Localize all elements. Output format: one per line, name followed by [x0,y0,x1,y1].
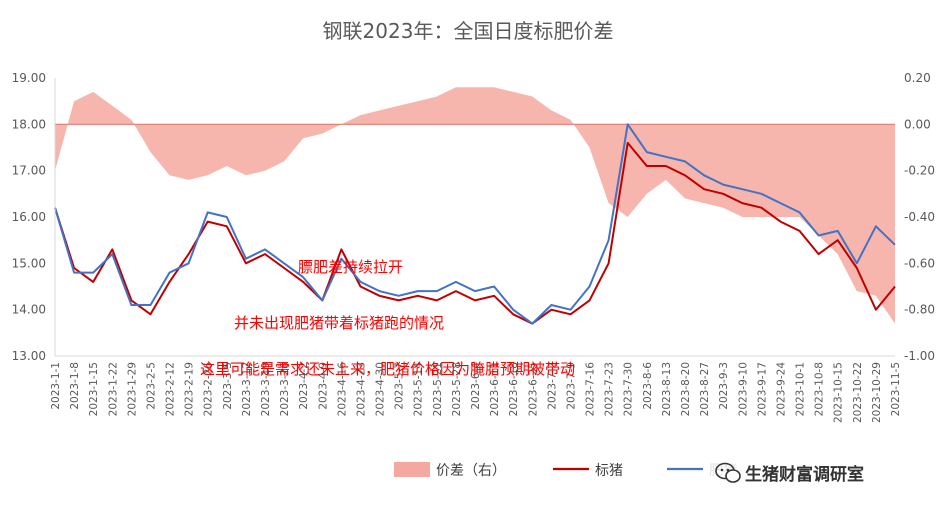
watermark: 生猪财富调研室 [705,455,917,487]
series-standard-pig-line [54,141,896,325]
x-tick-label: 2023-10-15 [833,362,845,423]
x-tick-label: 2023-9-10 [737,362,749,416]
right-tick-label: -0.40 [904,210,935,224]
right-tick-label: -1.00 [904,349,935,363]
left-tick-label: 19.00 [12,71,46,85]
price-lines-layer [54,123,896,325]
right-tick-label: -0.20 [904,164,935,178]
legend: 价差（右） 标猪 肥猪 [394,462,737,479]
annotation-spread-widening: 膘肥差持续拉开 [298,258,403,276]
x-tick-label: 2023-2-5 [145,362,157,410]
spread-area-layer [55,87,895,324]
right-axis-ticks: 0.20 0.00 -0.20 -0.40 -0.60 -0.80 -1.00 [904,71,935,363]
legend-label-standard: 标猪 [595,463,623,479]
x-tick-label: 2023-6-11 [489,362,501,416]
x-tick-label: 2023-3-12 [241,362,253,416]
x-tick-label: 2023-1-29 [126,362,138,416]
left-tick-label: 14.00 [12,303,46,317]
x-tick-label: 2023-2-26 [203,362,215,417]
right-tick-label: 0.00 [904,117,931,131]
x-tick-label: 2023-1-1 [50,362,62,410]
x-tick-label: 2023-7-23 [604,362,616,416]
series-fat-pig-line [54,123,896,325]
legend-label-spread: 价差（右） [436,463,506,479]
right-tick-label: 0.20 [904,71,931,85]
x-tick-label: 2023-7-16 [585,362,597,417]
x-tick-label: 2023-10-29 [871,362,883,423]
x-tick-label: 2023-5-28 [451,362,463,416]
wechat-icon [715,462,741,483]
x-tick-label: 2023-4-23 [355,362,367,416]
left-tick-label: 18.00 [12,117,46,131]
x-tick-label: 2023-10-22 [852,362,864,423]
x-tick-label: 2023-4-9 [317,362,329,410]
left-tick-label: 16.00 [12,210,46,224]
chart-title: 钢联2023年：全国日度标肥价差 [323,19,614,43]
left-axis-ticks: 19.00 18.00 17.00 16.00 15.00 14.00 13.00 [12,71,46,363]
x-tick-label: 2023-3-19 [260,362,272,416]
left-tick-label: 13.00 [12,349,46,363]
x-tick-label: 2023-10-1 [795,362,807,416]
x-tick-label: 2023-3-5 [222,362,234,410]
right-tick-label: -0.80 [904,303,935,317]
x-tick-label: 2023-8-27 [699,362,711,416]
x-tick-label: 2023-2-19 [184,362,196,416]
x-tick-label: 2023-7-30 [623,362,635,416]
x-tick-label: 2023-9-24 [775,362,787,417]
x-tick-label: 2023-3-26 [279,362,291,417]
x-tick-label: 2023-7-9 [565,362,577,410]
x-tick-label: 2023-9-3 [718,362,730,410]
x-tick-label: 2023-7-2 [546,362,558,410]
x-tick-label: 2023-4-16 [336,362,348,417]
x-tick-label: 2023-5-21 [432,362,444,416]
x-tick-label: 2023-5-14 [413,362,425,417]
x-tick-label: 2023-6-18 [508,362,520,416]
right-tick-label: -0.60 [904,256,935,270]
x-tick-label: 2023-8-13 [661,362,673,416]
annotation-no-follow: 并未出现肥猪带着标猪跑的情况 [234,314,444,332]
x-tick-label: 2023-6-4 [470,362,482,410]
x-tick-label: 2023-8-20 [680,362,692,416]
x-tick-label: 2023-1-8 [69,362,81,410]
left-tick-label: 15.00 [12,256,46,270]
watermark-text: 生猪财富调研室 [745,464,864,485]
x-tick-label: 2023-1-22 [107,362,119,416]
x-tick-label: 2023-4-30 [375,362,387,416]
watermark-bg [705,455,917,487]
x-tick-label: 2023-5-7 [394,362,406,410]
x-tick-label: 2023-9-17 [756,362,768,416]
x-tick-label: 2023-8-6 [642,362,654,410]
x-tick-label: 2023-2-12 [165,362,177,416]
x-tick-label: 2023-4-2 [298,362,310,410]
x-tick-label: 2023-11-5 [890,362,902,416]
x-tick-label: 2023-1-15 [88,362,100,416]
x-axis-ticks: 2023-1-1 2023-1-8 2023-1-15 2023-1-22 2023-1… [50,362,902,423]
annotation-demand-note: 这里可能是需求还未上来，肥猪价格因为腌腊预期被带动 [200,360,575,378]
axes-layer [54,78,895,357]
x-tick-label: 2023-10-8 [814,362,826,416]
legend-swatch-spread [394,462,430,477]
x-tick-label: 2023-6-25 [527,362,539,416]
series-spread-area [55,87,895,324]
left-tick-label: 17.00 [12,164,46,178]
